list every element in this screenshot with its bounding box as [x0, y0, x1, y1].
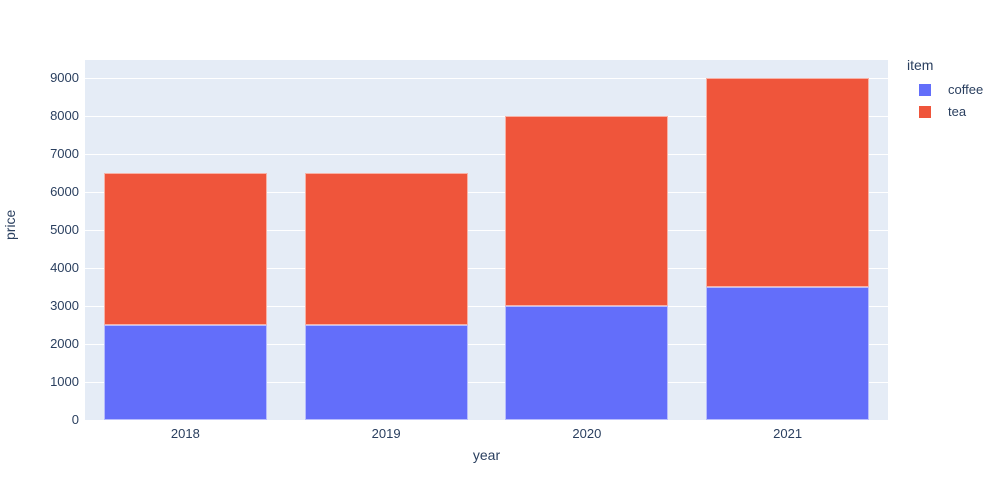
x-tick-label-2020: 2020: [572, 426, 602, 441]
legend: item coffee tea: [905, 57, 995, 123]
x-tick-label-2021: 2021: [773, 426, 803, 441]
gridline-5000: [85, 230, 888, 231]
y-tick-label-8000: 8000: [50, 108, 79, 123]
legend-items: coffee tea: [905, 79, 995, 123]
gridline-6000: [85, 192, 888, 193]
legend-swatch-tea: [919, 106, 931, 118]
gridline-1000: [85, 382, 888, 383]
legend-item-tea[interactable]: tea: [905, 101, 995, 123]
gridline-4000: [85, 268, 888, 269]
x-axis-title: year: [472, 447, 501, 463]
bar-segment-tea-2018[interactable]: [104, 173, 267, 325]
legend-label-coffee: coffee: [948, 82, 984, 97]
bar-segment-tea-2019[interactable]: [305, 173, 468, 325]
x-tick-label-2018: 2018: [170, 426, 200, 441]
x-tick-label-2019: 2019: [371, 426, 401, 441]
y-tick-label-1000: 1000: [50, 374, 79, 389]
y-tick-label-0: 0: [71, 412, 79, 427]
gridline-7000: [85, 154, 888, 155]
y-tick-label-4000: 4000: [50, 260, 79, 275]
y-axis-title: price: [2, 209, 18, 240]
y-tick-label-6000: 6000: [50, 184, 79, 199]
bar-segment-coffee-2021[interactable]: [706, 287, 869, 420]
bar-segment-coffee-2018[interactable]: [104, 325, 267, 420]
bar-segment-tea-2021[interactable]: [706, 78, 869, 287]
y-tick-label-5000: 5000: [50, 222, 79, 237]
gridline-8000: [85, 116, 888, 117]
y-tick-label-7000: 7000: [50, 146, 79, 161]
legend-title: item: [907, 57, 934, 73]
y-tick-label-2000: 2000: [50, 336, 79, 351]
legend-item-coffee[interactable]: coffee: [905, 79, 995, 101]
gridline-9000: [85, 78, 888, 79]
bar-segment-coffee-2020[interactable]: [505, 306, 668, 420]
bar-segment-coffee-2019[interactable]: [305, 325, 468, 420]
legend-label-tea: tea: [948, 104, 967, 119]
bar-segment-tea-2020[interactable]: [505, 116, 668, 306]
legend-swatch-coffee: [919, 84, 931, 96]
gridline-2000: [85, 344, 888, 345]
y-tick-label-9000: 9000: [50, 70, 79, 85]
y-tick-label-3000: 3000: [50, 298, 79, 313]
plot-area[interactable]: [85, 60, 888, 420]
gridline-3000: [85, 306, 888, 307]
